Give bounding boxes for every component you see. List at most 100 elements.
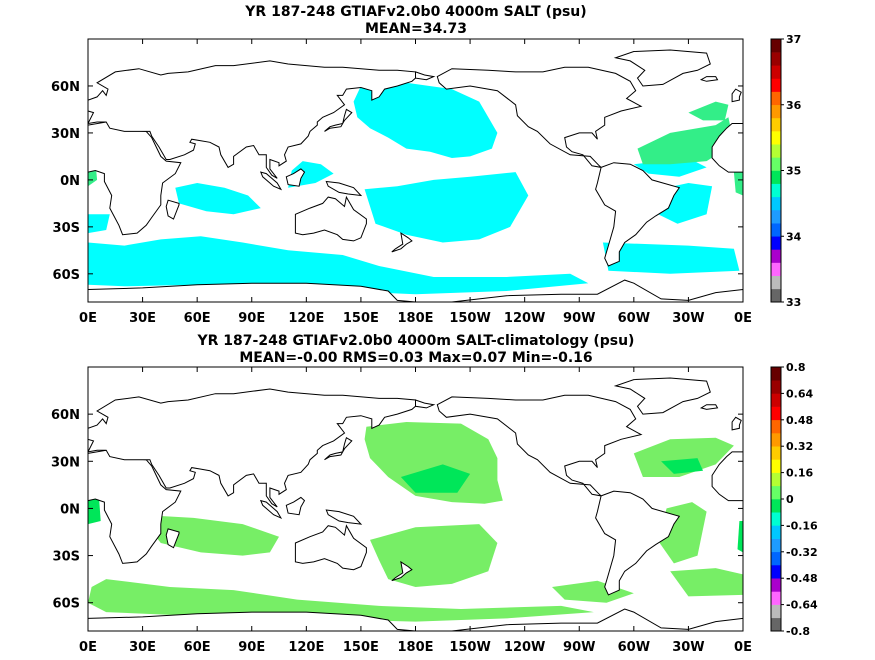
coastline-uk — [731, 416, 742, 431]
coastline-uk — [731, 88, 742, 103]
colorbar-swatch — [771, 157, 781, 171]
colorbar-swatch — [771, 249, 781, 263]
colorbar-tick-label: -0.8 — [786, 625, 810, 638]
coastline-new-guinea — [325, 180, 363, 197]
coastline-sumatra — [259, 171, 283, 191]
x-tick-label: 90E — [238, 640, 265, 655]
coastline-japan — [324, 108, 353, 132]
y-tick-label: 60N — [51, 408, 80, 423]
y-tick-label: 60S — [53, 597, 80, 612]
field-region-6 — [633, 437, 734, 477]
panel-1-colorbar: 37 36 35 34 33 — [770, 33, 802, 309]
coastline-sumatra — [259, 499, 283, 519]
coastline-south-america — [595, 490, 681, 596]
field-region-high-2 — [688, 101, 729, 121]
y-tick-label: 60S — [53, 268, 80, 283]
x-tick-label: 120W — [504, 640, 545, 655]
x-tick-label: 120E — [288, 640, 324, 655]
colorbar-swatch — [771, 288, 781, 303]
colorbar-swatch — [771, 170, 781, 184]
field-region-5 — [88, 236, 589, 295]
colorbar-swatch — [771, 617, 781, 632]
colorbar-swatch — [771, 393, 781, 407]
coastline-africa — [88, 449, 182, 564]
coastline-north-america — [436, 66, 643, 169]
y-tick-label: 30N — [51, 127, 80, 142]
panel-2-subtitle: MEAN=-0.00 RMS=0.03 Max=0.07 Min=-0.16 — [239, 350, 592, 366]
colorbar-swatch — [771, 65, 781, 79]
field-region-high-1 — [88, 492, 101, 525]
colorbar-tick-label: -0.32 — [786, 546, 818, 559]
colorbar-swatch — [771, 538, 781, 553]
colorbar-swatch — [771, 367, 781, 381]
coastline-australia — [294, 195, 367, 242]
x-tick-label: 120W — [504, 311, 545, 326]
colorbar-swatch — [771, 380, 781, 394]
coastline-australia — [294, 524, 367, 571]
coastline-greenland — [613, 377, 711, 415]
coastline-eurasia — [88, 60, 416, 179]
x-tick-label: 0E — [79, 311, 97, 326]
coastline-iceland — [699, 76, 719, 82]
colorbar-swatch — [771, 196, 781, 211]
x-tick-label: 30E — [129, 640, 156, 655]
field-region-6 — [88, 214, 110, 234]
coastline-africa-west — [711, 451, 743, 502]
x-tick-label: 0E — [734, 640, 752, 655]
colorbar-swatch — [771, 275, 781, 290]
colorbar-swatch — [771, 565, 781, 579]
colorbar-swatch — [771, 91, 781, 106]
x-tick-label: 180E — [397, 311, 433, 326]
colorbar-tick-label: 0.64 — [786, 387, 813, 400]
coastline-madagascar — [165, 528, 180, 549]
colorbar-swatch — [771, 183, 781, 198]
panel-1-map: 0E 30E 60E 90E 120E 150E 180E 150W 120W 90W 60W 30W… — [51, 38, 752, 326]
x-tick-label: 90E — [238, 311, 265, 326]
colorbar-swatch — [771, 472, 781, 487]
colorbar-swatch — [771, 117, 781, 132]
field-region-high-2 — [737, 521, 743, 553]
field-region-4 — [88, 579, 594, 622]
colorbar-swatch — [771, 209, 781, 224]
colorbar-swatch — [771, 525, 781, 539]
coastline-eurasia-far-east — [415, 71, 436, 81]
field-region-2 — [175, 183, 261, 215]
field-region-1 — [353, 82, 498, 158]
field-region-8 — [552, 580, 634, 603]
x-tick-label: 150W — [449, 640, 490, 655]
x-tick-label: 30E — [129, 311, 156, 326]
panel-1-title: YR 187-248 GTIAFv2.0b0 4000m SALT (psu) — [244, 4, 586, 20]
coastline-new-zealand — [391, 560, 413, 582]
coastline-new-guinea — [325, 509, 363, 525]
colorbar-tick-label: 33 — [786, 296, 801, 309]
field-region-high-1 — [637, 117, 734, 165]
y-tick-label: 30S — [53, 221, 80, 236]
x-tick-label: 0E — [79, 640, 97, 655]
colorbar-swatch — [771, 578, 781, 592]
panel-1-subtitle: MEAN=34.73 — [365, 21, 467, 37]
colorbar-tick-label: -0.16 — [786, 519, 818, 532]
coastline-eurasia-far-east — [415, 399, 436, 409]
x-tick-label: 0E — [734, 311, 752, 326]
colorbar-swatch — [771, 104, 781, 119]
colorbar-swatch — [771, 131, 781, 145]
field-region-7 — [602, 242, 740, 274]
colorbar-swatch — [771, 512, 781, 526]
y-tick-label: 0N — [60, 174, 80, 189]
colorbar-swatch — [771, 459, 781, 473]
colorbar-swatch — [771, 419, 781, 434]
colorbar-swatch — [771, 406, 781, 421]
colorbar-swatch — [771, 236, 781, 250]
y-tick-label: 30N — [51, 455, 80, 470]
colorbar-swatch — [771, 223, 781, 237]
x-tick-label: 90W — [563, 640, 595, 655]
colorbar-tick-label: 0.8 — [786, 361, 806, 374]
field-region-4 — [364, 172, 529, 243]
coastline-iceland — [699, 404, 719, 410]
colorbar-tick-label: 0.48 — [786, 414, 813, 427]
colorbar-tick-label: 34 — [786, 230, 802, 243]
colorbar-swatch — [771, 144, 781, 158]
colorbar-swatch — [771, 604, 781, 619]
field-region-high-4 — [661, 458, 703, 474]
panel-2-title: YR 187-248 GTIAFv2.0b0 4000m SALT-climat… — [197, 333, 635, 349]
